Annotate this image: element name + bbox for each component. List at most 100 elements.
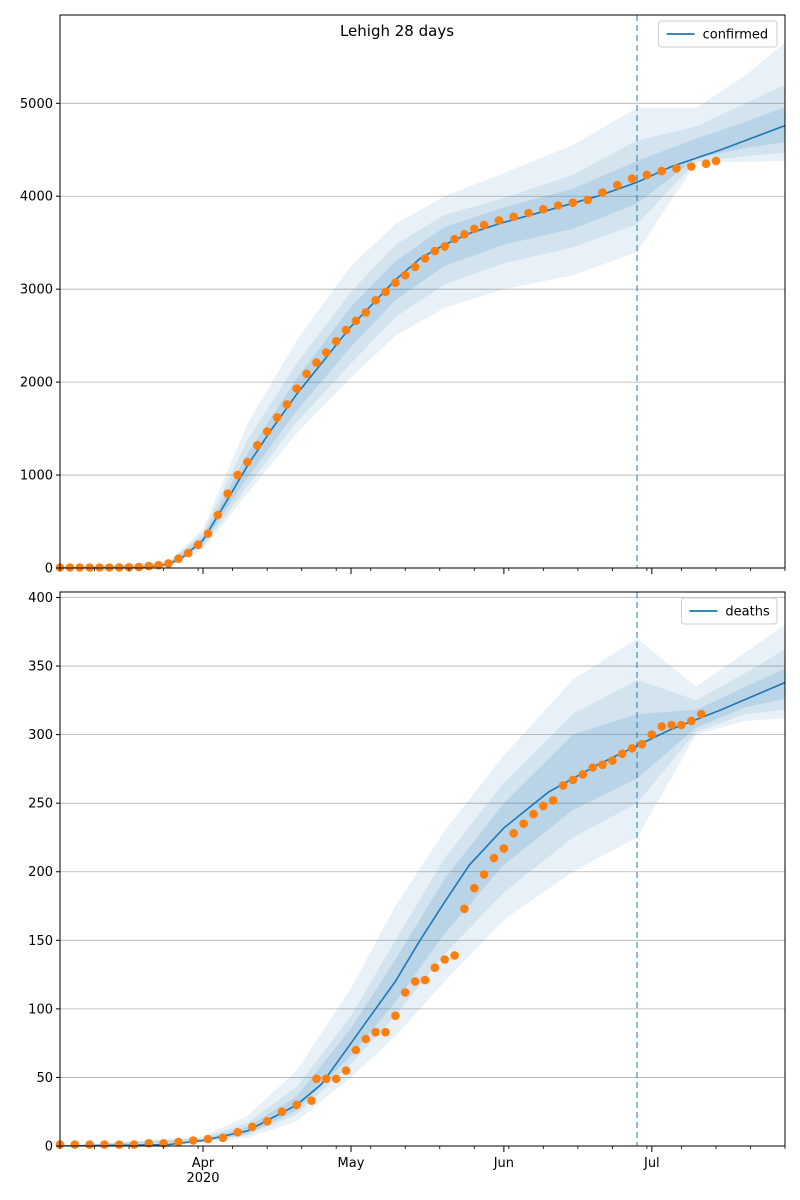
chart1-y-tick-label-8: 400 xyxy=(28,591,53,606)
chart1-observed-point-3 xyxy=(100,1140,109,1149)
chart1-observed-point-16 xyxy=(292,1100,302,1110)
chart1-observed-point-11 xyxy=(218,1133,228,1143)
chart1-observed-point-28 xyxy=(410,977,420,986)
chart1-observed-point-47 xyxy=(598,760,607,770)
chart1-observed-point-34 xyxy=(470,883,479,893)
chart1-observed-point-21 xyxy=(341,1066,351,1075)
chart1-observed-point-46 xyxy=(588,763,597,772)
chart0-y-tick-label-0: 0 xyxy=(45,562,53,577)
chart0-observed-point-27 xyxy=(322,348,331,357)
chart0-observed-point-52 xyxy=(613,180,622,190)
chart0-observed-point-40 xyxy=(450,234,459,244)
chart0-observed-point-6 xyxy=(114,563,124,572)
figure-title: Lehigh 28 days xyxy=(340,22,454,40)
chart1-observed-point-57 xyxy=(696,709,706,719)
chart1-observed-point-25 xyxy=(381,1027,390,1037)
chart1-observed-point-27 xyxy=(400,988,410,997)
chart0-observed-point-29 xyxy=(341,325,351,335)
chart0-observed-point-19 xyxy=(243,457,252,467)
chart0-observed-point-30 xyxy=(351,316,361,326)
chart1-legend-label: deaths xyxy=(725,605,770,620)
chart0-observed-point-47 xyxy=(539,204,548,214)
chart1-x-tick-label-2: Jun xyxy=(493,1156,514,1171)
chart1-observed-point-51 xyxy=(637,739,647,749)
chart1-observed-point-13 xyxy=(248,1122,257,1132)
chart0-observed-point-24 xyxy=(292,384,302,393)
chart1-y-tick-label-1: 50 xyxy=(36,1071,53,1086)
chart1-x-tick-label-3: Jul xyxy=(643,1156,660,1171)
chart1-y-tick-label-7: 350 xyxy=(28,660,53,675)
chart1-observed-point-29 xyxy=(420,975,430,985)
chart1-observed-point-5 xyxy=(129,1140,139,1149)
chart1-observed-point-38 xyxy=(509,829,518,838)
chart0-observed-point-44 xyxy=(494,216,504,225)
chart0-observed-point-39 xyxy=(440,242,450,251)
chart1-legend-box xyxy=(680,597,778,625)
chart1-observed-point-35 xyxy=(479,870,489,879)
chart1-observed-point-18 xyxy=(312,1074,321,1084)
chart1-observed-point-36 xyxy=(489,853,499,863)
chart0-y-tick-label-1: 1000 xyxy=(20,469,53,484)
chart1-observed-point-41 xyxy=(539,801,548,811)
confirmed-panel: 0 1000 2000 3000 4000 5000 confirmed xyxy=(20,14,786,577)
chart0-observed-point-43 xyxy=(479,220,489,230)
chart1-observed-point-8 xyxy=(174,1137,183,1147)
chart0-observed-point-11 xyxy=(164,559,173,568)
chart0-observed-point-45 xyxy=(509,212,518,221)
chart0-observed-point-34 xyxy=(391,278,400,288)
chart0-y-tick-label-2: 2000 xyxy=(20,376,53,391)
chart1-observed-point-48 xyxy=(608,756,617,765)
chart0-observed-point-13 xyxy=(183,548,193,558)
chart0-observed-point-46 xyxy=(524,208,533,218)
chart0-confidence-band-0 xyxy=(60,42,785,568)
chart0-observed-point-41 xyxy=(460,230,469,239)
chart1-confidence-band-2 xyxy=(60,668,785,1146)
chart0-plot-frame xyxy=(59,14,786,569)
chart1-observed-point-33 xyxy=(460,904,469,914)
chart1-y-tick-label-2: 100 xyxy=(28,1002,53,1017)
chart1-observed-point-22 xyxy=(351,1045,361,1055)
chart1-observed-point-7 xyxy=(159,1139,168,1148)
chart1-x-tick-label-1: May xyxy=(338,1156,365,1171)
chart1-observed-point-9 xyxy=(188,1136,198,1145)
chart0-observed-point-42 xyxy=(470,224,479,234)
chart1-observed-point-24 xyxy=(371,1027,380,1037)
chart1-observed-point-6 xyxy=(144,1139,154,1148)
chart0-observed-point-31 xyxy=(361,308,371,317)
chart0-y-tick-label-3: 3000 xyxy=(20,283,53,298)
chart1-observed-point-1 xyxy=(70,1140,80,1149)
chart0-observed-point-25 xyxy=(302,369,311,379)
chart0-legend-label: confirmed xyxy=(703,28,769,43)
chart1-observed-point-52 xyxy=(647,730,657,739)
chart0-observed-point-7 xyxy=(124,563,134,572)
chart1-observed-point-53 xyxy=(657,722,666,731)
chart1-plot-frame xyxy=(59,591,786,1147)
chart0-observed-point-54 xyxy=(642,170,652,180)
chart0-observed-point-38 xyxy=(430,246,440,256)
chart0-observed-point-26 xyxy=(312,358,321,367)
chart1-observed-point-44 xyxy=(568,775,578,785)
chart1-y-tick-label-6: 300 xyxy=(28,728,53,743)
chart1-observed-point-26 xyxy=(391,1011,400,1020)
chart1-observed-point-43 xyxy=(558,781,568,790)
chart0-observed-point-58 xyxy=(701,159,711,168)
chart0-observed-point-10 xyxy=(154,560,163,570)
chart1-y-tick-label-4: 200 xyxy=(28,865,53,880)
chart0-observed-point-57 xyxy=(687,162,696,171)
chart1-y-tick-label-3: 150 xyxy=(28,934,53,949)
chart1-observed-point-17 xyxy=(307,1096,316,1105)
chart0-observed-point-51 xyxy=(598,188,607,197)
chart1-observed-point-45 xyxy=(578,770,588,779)
chart1-observed-point-2 xyxy=(85,1140,94,1149)
chart1-observed-point-56 xyxy=(687,716,696,726)
chart0-observed-point-56 xyxy=(672,164,681,173)
chart0-observed-point-21 xyxy=(262,427,272,436)
chart0-observed-point-23 xyxy=(282,400,292,409)
chart0-legend-box xyxy=(658,20,778,48)
chart1-observed-point-49 xyxy=(617,749,627,759)
chart1-observed-point-14 xyxy=(262,1117,272,1126)
chart1-observed-point-30 xyxy=(430,963,440,972)
chart0-observed-point-16 xyxy=(213,510,223,520)
